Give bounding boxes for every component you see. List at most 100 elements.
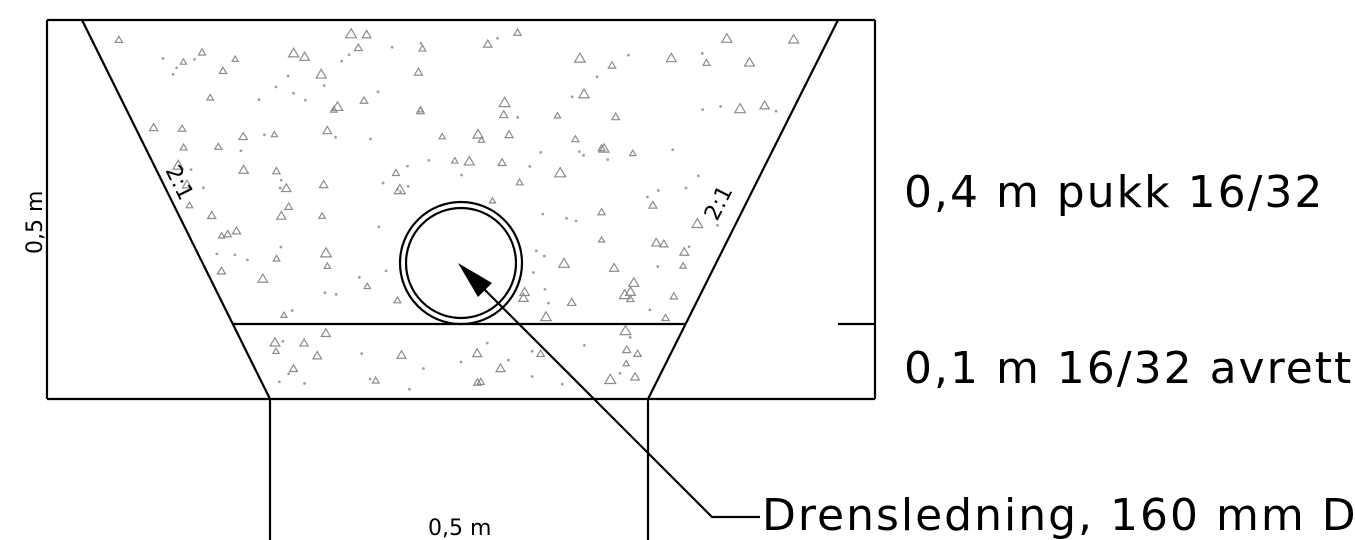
gravel-stone: [371, 376, 381, 384]
gravel-stone: [517, 292, 530, 302]
gravel-stone: [597, 143, 607, 152]
gravel-stone: [331, 100, 344, 112]
gravel-dot: [530, 375, 534, 378]
gravel-stone: [477, 135, 486, 143]
gravel-dot: [547, 301, 550, 305]
gravel-stone: [177, 123, 187, 132]
gravel-dot: [323, 291, 327, 295]
gravel-dot: [422, 367, 425, 370]
gravel-dot: [628, 336, 632, 339]
gravel-dot: [281, 339, 285, 343]
gravel-stone: [298, 337, 310, 347]
right-slope-label: 2:1: [700, 182, 738, 225]
gravel-dot: [606, 158, 610, 162]
gravel-stone: [392, 295, 402, 304]
gravel-dot: [577, 150, 581, 153]
gravel-stone: [669, 291, 679, 300]
gravel-stone: [181, 179, 193, 189]
gravel-stone: [463, 155, 476, 166]
gravel-dot: [175, 66, 179, 70]
gravel-stone: [179, 142, 189, 151]
gravel-dot: [377, 225, 381, 229]
gravel-dot: [716, 223, 719, 227]
gravel-stone: [275, 210, 287, 220]
height-dimension-label: 0,5 m: [23, 191, 48, 254]
gravel-stone: [417, 44, 427, 52]
gravel-stone: [205, 93, 215, 101]
gravel-dot: [528, 165, 532, 168]
gravel-stone: [438, 132, 447, 140]
gravel-stone: [598, 142, 610, 153]
gravel-dot: [201, 186, 205, 190]
gravel-dot: [427, 158, 431, 162]
gravel-stone: [329, 105, 339, 113]
gravel-stone: [393, 183, 407, 195]
gravel-stone: [471, 347, 483, 358]
gravel-stone: [269, 336, 281, 347]
gravel-stone: [298, 51, 311, 61]
drain-pipe-outer: [398, 200, 524, 326]
gravel-stone: [622, 359, 631, 367]
gravel-dot: [530, 349, 534, 353]
gravel-stone: [395, 349, 408, 359]
gravel-dot: [303, 98, 307, 102]
gravel-dot: [657, 189, 660, 192]
drain-pipe-inner: [404, 206, 518, 320]
gravel-dot: [215, 252, 219, 256]
gravel-dot: [419, 42, 423, 45]
gravel-stone: [566, 297, 577, 307]
gravel-dot: [406, 164, 409, 168]
gravel-stone: [171, 159, 185, 170]
gravel-stone: [179, 57, 188, 65]
gravel-dot: [646, 195, 649, 199]
gravel-stone: [391, 168, 401, 177]
gravel-dot: [532, 271, 535, 274]
gravel-stone: [344, 27, 358, 39]
gravel-dot: [595, 75, 599, 79]
gravel-stone: [535, 349, 546, 358]
gravel-dot: [627, 53, 630, 57]
gravel-stone: [650, 237, 662, 247]
gravel-stone: [498, 109, 509, 119]
gravel-dot: [278, 186, 282, 190]
gravel-stone: [416, 105, 425, 113]
gravel-dot: [539, 150, 543, 154]
gravel-dot: [274, 85, 278, 89]
gravel-stone: [787, 33, 800, 44]
gravel-dot: [360, 352, 364, 355]
gravel-stone: [618, 288, 632, 300]
gravel-stone: [363, 281, 372, 290]
gravel-stone: [603, 373, 617, 385]
gravel-stone: [678, 261, 688, 269]
gravel-dot: [334, 135, 337, 139]
gravel-dot: [570, 95, 574, 99]
gravel-stone: [222, 229, 233, 238]
gravel-stone: [539, 310, 553, 322]
gravel-stone: [619, 324, 632, 336]
gravel-dot: [496, 36, 499, 40]
gravel-stone: [701, 58, 712, 66]
gravel-dot: [390, 45, 394, 49]
gravel-stone: [320, 327, 332, 338]
gravel-dot: [357, 275, 361, 279]
gravel-dot: [582, 153, 585, 157]
gravel-stone: [494, 362, 507, 373]
gravel-dot: [303, 382, 306, 385]
bottom-layer-label: 0,1 m 16/32 avrettet: [904, 343, 1355, 394]
gravel-dot: [460, 173, 463, 177]
gravel-dot: [290, 309, 294, 312]
gravel-stone: [573, 51, 587, 63]
gravel-stone: [515, 177, 525, 186]
pipe-leader-line: [479, 284, 760, 519]
gravel-stone: [271, 166, 282, 175]
gravel-stone: [257, 272, 269, 283]
gravel-stone: [720, 32, 733, 43]
gravel-dot: [381, 181, 385, 185]
gravel-dot: [368, 377, 372, 381]
gravel-stone: [608, 262, 620, 272]
gravel-stone: [216, 265, 227, 275]
gravel-stone: [624, 285, 637, 296]
gravel-dot: [534, 249, 538, 253]
gravel-stone: [629, 371, 641, 381]
gravel-stone: [114, 35, 124, 44]
